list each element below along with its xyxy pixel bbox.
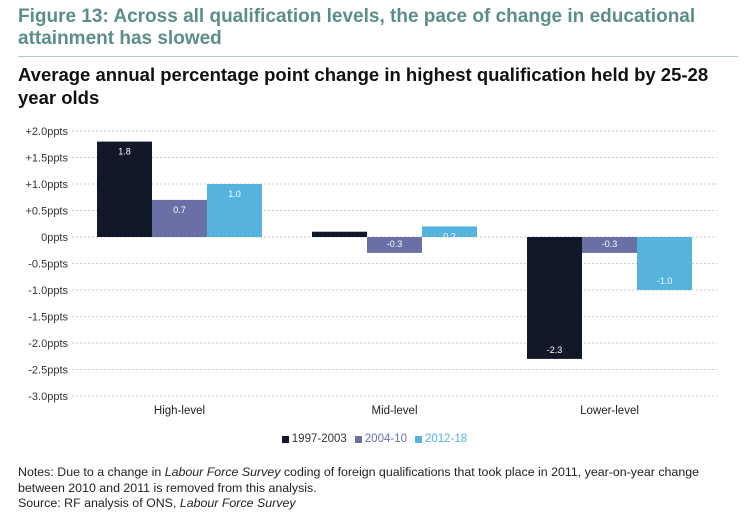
notes-text: Notes: Due to a change in Labour Force S… xyxy=(18,465,699,495)
bar-2004-10-High-level xyxy=(152,199,207,237)
legend-label: 1997-2003 xyxy=(291,433,347,445)
gridlines xyxy=(72,130,717,397)
data-label: -0.3 xyxy=(387,239,403,249)
bars xyxy=(97,141,692,359)
y-tick-label: -2.5ppts xyxy=(28,365,68,377)
bar-1997-2003-Lower-level xyxy=(527,237,582,359)
y-tick-label: +1.5ppts xyxy=(25,153,68,165)
y-tick-label: -2.0ppts xyxy=(28,338,68,350)
bar-chart: +2.0ppts +1.5ppts +1.0ppts +0.5ppts 0ppts -0.… xyxy=(25,126,717,417)
legend-label: 2012-18 xyxy=(425,433,468,445)
title-divider xyxy=(18,56,738,57)
data-labels: 1.8 0.7 1.0 -0.3 0.2 -2.3 -0.3 -1.0 xyxy=(118,147,672,355)
legend-item: 2012-18 xyxy=(415,433,467,445)
legend-item: 1997-2003 xyxy=(281,433,347,445)
legend-swatch xyxy=(415,435,422,443)
y-tick-label: -0.5ppts xyxy=(28,259,68,271)
data-label: 1.0 xyxy=(228,189,241,199)
bar-2004-10-Lower-level xyxy=(582,237,637,253)
y-tick-label: 0ppts xyxy=(41,232,68,244)
data-label: -0.3 xyxy=(602,239,618,249)
data-label: -2.3 xyxy=(547,345,563,355)
legend-swatch xyxy=(354,435,362,443)
x-tick-label: Mid-level xyxy=(371,405,417,417)
figure-title: Figure 13: Across all qualification leve… xyxy=(18,6,696,49)
data-label: -1.0 xyxy=(657,276,673,286)
bar-2012-18-Mid-level xyxy=(422,226,477,237)
y-tick-label: +0.5ppts xyxy=(25,206,68,218)
x-axis-ticks: High-level Mid-level Lower-level xyxy=(154,405,639,417)
data-label: 0.7 xyxy=(173,205,186,215)
bar-2004-10-Mid-level xyxy=(367,237,422,253)
y-tick-label: -1.5ppts xyxy=(28,312,68,324)
chart-subtitle: Average annual percentage point change i… xyxy=(18,64,709,108)
data-label: 0.2 xyxy=(443,231,456,241)
legend-swatch xyxy=(281,435,289,443)
x-tick-label: Lower-level xyxy=(580,405,639,417)
data-label: 1.8 xyxy=(118,147,131,157)
x-tick-label: High-level xyxy=(154,405,205,417)
bar-1997-2003-Mid-level xyxy=(312,231,367,237)
source-text: Source: RF analysis of ONS, Labour Force… xyxy=(18,496,296,510)
bar-2012-18-Lower-level xyxy=(637,237,692,290)
y-tick-label: -3.0ppts xyxy=(28,391,68,403)
y-axis-ticks: +2.0ppts +1.5ppts +1.0ppts +0.5ppts 0ppts -0.… xyxy=(25,126,68,403)
bar-1997-2003-High-level xyxy=(97,141,152,237)
legend-item: 2004-10 xyxy=(354,433,407,445)
chart-legend: 1997-2003 2004-10 2012-18 xyxy=(0,433,749,445)
y-tick-label: -1.0ppts xyxy=(28,285,68,297)
y-tick-label: +1.0ppts xyxy=(25,179,68,191)
bar-2012-18-High-level xyxy=(207,184,262,237)
legend-label: 2004-10 xyxy=(364,433,407,445)
notes-block: Notes: Due to a change in Labour Force S… xyxy=(18,465,738,512)
y-tick-label: +2.0ppts xyxy=(25,126,68,138)
